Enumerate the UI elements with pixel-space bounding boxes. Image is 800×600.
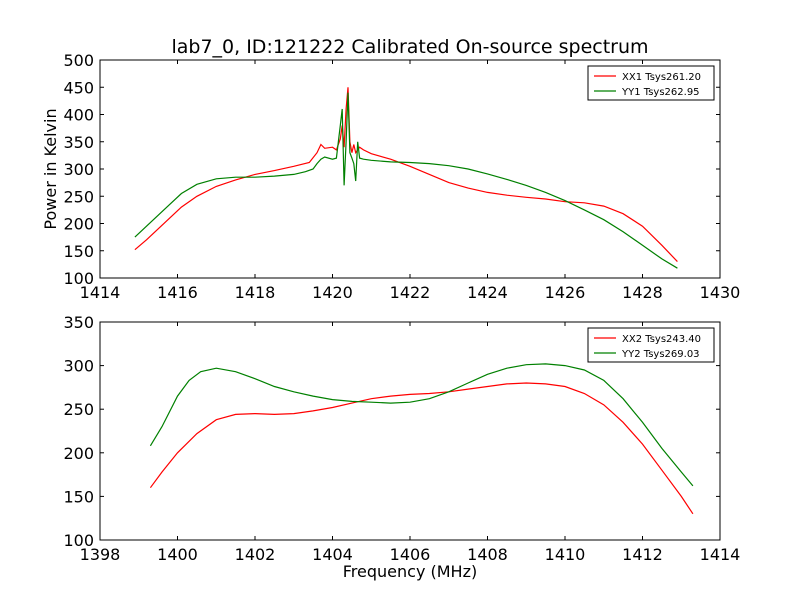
series-line-1 (149, 382, 694, 515)
y-tick-label: 300 (63, 357, 94, 376)
y-tick-label: 150 (63, 242, 94, 261)
x-axis-label: Frequency (MHz) (343, 562, 477, 581)
y-tick-label: 450 (63, 78, 94, 97)
y-axis-label: Power in Kelvin (41, 108, 60, 229)
x-tick-label: 1428 (622, 283, 663, 302)
legend-label-1: XX2 Tsys243.40 (622, 334, 701, 345)
plots: 1414 1416 1418 1420 1422 1424 1426 1428 14301001… (41, 51, 740, 581)
y-tick-label: 350 (63, 133, 94, 152)
y-tick-label: 100 (63, 269, 94, 288)
y-tick-label: 250 (63, 187, 94, 206)
series-line-2 (149, 363, 694, 487)
legend-label-2: YY2 Tsys269.03 (621, 349, 700, 360)
legend-label-2: YY1 Tsys262.95 (621, 87, 700, 98)
x-tick-label: 1430 (700, 283, 741, 302)
x-tick-label: 1414 (80, 283, 121, 302)
y-tick-label: 350 (63, 313, 94, 332)
x-tick-label: 1404 (312, 545, 353, 564)
x-tick-label: 1410 (545, 545, 586, 564)
x-tick-label: 1422 (390, 283, 431, 302)
x-tick-label: 1418 (235, 283, 276, 302)
x-tick-label: 1416 (157, 283, 198, 302)
x-tick-label: 1406 (390, 545, 431, 564)
x-tick-label: 1414 (700, 545, 741, 564)
y-tick-label: 500 (63, 51, 94, 70)
x-tick-label: 1420 (312, 283, 353, 302)
y-tick-label: 150 (63, 487, 94, 506)
chart-title: lab7_0, ID:121222 Calibrated On-source s… (171, 36, 648, 58)
x-tick-label: 1408 (467, 545, 508, 564)
plot-1: 1414 1416 1418 1420 1422 1424 1426 1428 1430 100 1… (41, 51, 740, 302)
y-tick-label: 300 (63, 160, 94, 179)
legend-box (587, 327, 715, 363)
legend: XX1 Tsys261.20 YY1 Tsys262.95 (587, 65, 715, 101)
y-tick-label: 100 (63, 531, 94, 550)
plot-2: 1398 1400 1402 1404 1406 1408 1410 1412 1414 100 1… (63, 313, 740, 581)
y-tick-label: 200 (63, 215, 94, 234)
x-tick-label: 1412 (622, 545, 663, 564)
legend: XX2 Tsys243.40 YY2 Tsys269.03 (587, 327, 715, 363)
legend-box (587, 65, 715, 101)
y-tick-label: 200 (63, 444, 94, 463)
x-tick-label: 1402 (235, 545, 276, 564)
legend-label-1: XX1 Tsys261.20 (622, 72, 701, 83)
x-tick-label: 1400 (157, 545, 198, 564)
y-tick-label: 250 (63, 400, 94, 419)
y-tick-label: 400 (63, 106, 94, 125)
series-line-2 (134, 92, 678, 269)
x-tick-label: 1426 (545, 283, 586, 302)
x-tick-label: 1398 (80, 545, 121, 564)
x-tick-label: 1424 (467, 283, 508, 302)
